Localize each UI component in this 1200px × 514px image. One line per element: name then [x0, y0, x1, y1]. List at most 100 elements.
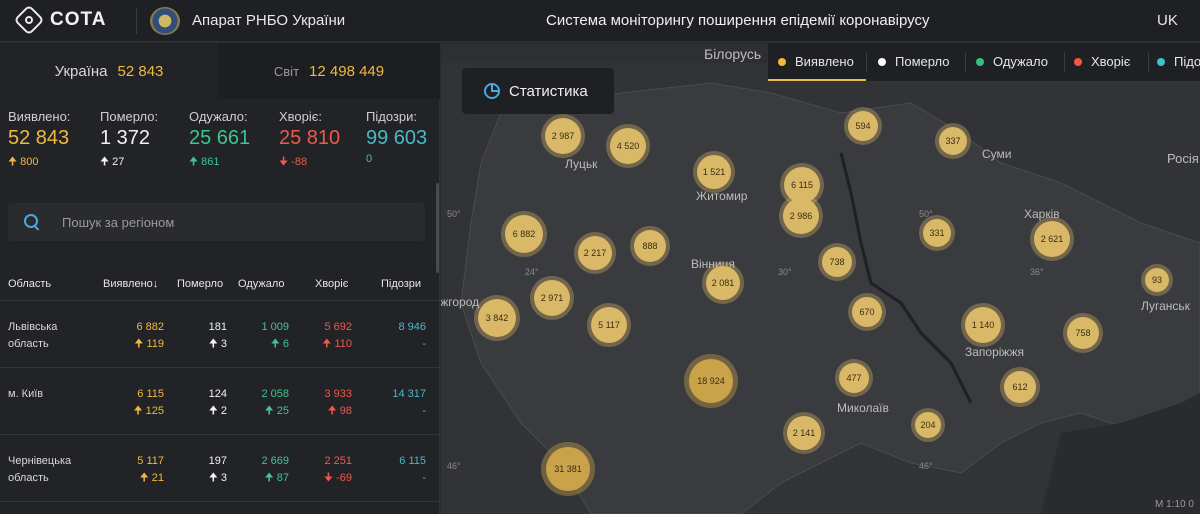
region-name: Львівська область: [8, 321, 58, 350]
statistics-button[interactable]: Статистика: [462, 68, 614, 114]
arrow-down-icon: 🠋: [323, 472, 334, 484]
map-bubble[interactable]: 93: [1145, 268, 1169, 292]
cell-value: 3 933: [324, 388, 352, 400]
map-bubble[interactable]: 612: [1004, 371, 1036, 403]
map-bubble[interactable]: 1 140: [965, 307, 1001, 343]
arrow-up-icon: 🠉: [134, 338, 144, 350]
legend-sick[interactable]: Хворіє: [1074, 54, 1130, 69]
cell-delta: 21: [151, 472, 164, 484]
cell-value: 8 946: [398, 321, 426, 333]
pie-chart-icon: [484, 83, 500, 99]
sidebar-scrollbar[interactable]: [436, 183, 439, 273]
map-bubble[interactable]: 738: [822, 247, 852, 277]
col-suspected[interactable]: Підозри: [381, 278, 422, 290]
cell-delta: 125: [145, 405, 164, 417]
legend-recovered[interactable]: Одужало: [976, 54, 1048, 69]
legend-divider: [965, 52, 966, 72]
arrow-down-icon: 🠋: [279, 156, 289, 168]
map-bubble[interactable]: 2 986: [783, 198, 819, 234]
map-bubble[interactable]: 3 842: [478, 299, 516, 337]
cell-recovered: 2 058 🠉 25: [261, 386, 289, 420]
legend-divider: [866, 52, 867, 72]
tab-value: 12 498 449: [309, 62, 385, 80]
legend-divider: [1064, 52, 1065, 72]
legend-label: Одужало: [993, 54, 1048, 69]
map-bubble[interactable]: 2 081: [706, 266, 740, 300]
map-bubble[interactable]: 670: [852, 297, 882, 327]
map-bubble[interactable]: 4 520: [610, 128, 646, 164]
col-died[interactable]: Померло: [177, 278, 224, 290]
legend-divider: [1148, 52, 1149, 72]
cell-value: 2 058: [261, 388, 289, 400]
map-label-zhytomyr: Житомир: [696, 189, 748, 203]
cell-sick: 5 692 🠉 110: [322, 319, 352, 353]
stat-died: Померло: 1 372 🠉 27: [100, 109, 158, 172]
cell-died: 124 🠉 2: [209, 386, 227, 420]
map-bubble[interactable]: 337: [939, 127, 967, 155]
map-bubble[interactable]: 5 117: [591, 307, 627, 343]
arrow-up-icon: 🠉: [8, 156, 18, 168]
map-bubble[interactable]: 204: [915, 412, 941, 438]
tab-world[interactable]: Світ 12 498 449: [218, 43, 440, 99]
ukraine-land: [460, 82, 1200, 514]
col-region[interactable]: Область: [8, 278, 52, 290]
arrow-up-icon: 🠉: [133, 405, 143, 417]
map-bubble[interactable]: 1 521: [697, 155, 731, 189]
map-label-kharkiv: Харків: [1024, 207, 1060, 221]
legend-label: Померло: [895, 54, 950, 69]
cell-died: 197 🠉 3: [209, 453, 227, 487]
search-input[interactable]: [62, 214, 392, 230]
map-bubble[interactable]: 2 217: [578, 236, 612, 270]
table-row[interactable]: Чернівецька область 5 117 🠉 21 197 🠉 3 2 6…: [0, 436, 440, 502]
map-bubble[interactable]: 331: [923, 219, 951, 247]
map-bubble[interactable]: 2 987: [545, 118, 581, 154]
legend-died[interactable]: Померло: [878, 54, 950, 69]
table-row[interactable]: м. Київ 6 115 🠉 125 124 🠉 2 2 058 🠉 25 3 93…: [0, 369, 440, 435]
map-bubble[interactable]: 18 924: [689, 359, 733, 403]
stat-value: 99 603: [366, 127, 428, 149]
cell-value: 6 115: [137, 388, 164, 400]
stat-sick: Хворіє: 25 810 🠋 -88: [279, 109, 340, 172]
col-detected[interactable]: Виявлено↓: [103, 278, 158, 290]
cell-delta: -: [422, 338, 426, 350]
cell-value: 181: [208, 321, 227, 333]
map-bubble[interactable]: 888: [634, 230, 666, 262]
org-name[interactable]: Апарат РНБО України: [192, 12, 346, 29]
table-row[interactable]: Львівська область 6 882 🠉 119 181 🠉 3 1 00…: [0, 302, 440, 368]
stat-title: Померло:: [100, 109, 159, 124]
map-bubble[interactable]: 2 971: [534, 280, 570, 316]
map-bubble[interactable]: 2 621: [1034, 221, 1070, 257]
legend-dot: [778, 57, 786, 66]
legend-label: Хворіє: [1091, 54, 1131, 69]
arrow-up-icon: 🠉: [264, 472, 274, 484]
map-bubble[interactable]: 477: [839, 363, 869, 393]
top-header: COTA Апарат РНБО України Система монітор…: [0, 0, 1200, 42]
col-sick[interactable]: Хворіє: [315, 278, 349, 290]
legend-detected[interactable]: Виявлено: [778, 54, 854, 69]
map-bubble[interactable]: 31 381: [546, 447, 590, 491]
statistics-label: Статистика: [509, 82, 588, 100]
logo-text: COTA: [50, 9, 107, 30]
language-switch[interactable]: UK: [1157, 12, 1178, 29]
col-recovered[interactable]: Одужало: [238, 278, 285, 290]
map-bubble[interactable]: 594: [848, 111, 878, 141]
cell-recovered: 2 669 🠉 87: [261, 453, 289, 487]
legend-active-underline: [768, 79, 866, 81]
cell-delta: 2: [220, 405, 227, 417]
map-bubble[interactable]: 2 141: [787, 416, 821, 450]
cell-delta: 25: [276, 405, 289, 417]
tab-ukraine[interactable]: Україна 52 843: [0, 43, 218, 99]
arrow-up-icon: 🠉: [189, 156, 199, 168]
cell-value: 5 692: [324, 321, 352, 333]
legend-suspected[interactable]: Підозри: [1157, 54, 1200, 69]
stat-delta: 🠉 27: [100, 153, 158, 172]
ukraine-map[interactable]: Білорусь Луцьк Суми Житомир Росія Харків…: [441, 43, 1200, 514]
map-bubble[interactable]: 6 882: [505, 215, 543, 253]
system-title: Система моніторингу поширення епідемії к…: [546, 12, 930, 29]
map-bubble[interactable]: 758: [1067, 317, 1099, 349]
tab-label: Україна: [54, 62, 108, 80]
cell-value: 124: [208, 388, 227, 400]
map-bubble[interactable]: 6 115: [784, 167, 820, 203]
stat-suspected: Підозри: 99 603 0: [366, 109, 427, 165]
cota-logo[interactable]: COTA: [13, 4, 107, 36]
